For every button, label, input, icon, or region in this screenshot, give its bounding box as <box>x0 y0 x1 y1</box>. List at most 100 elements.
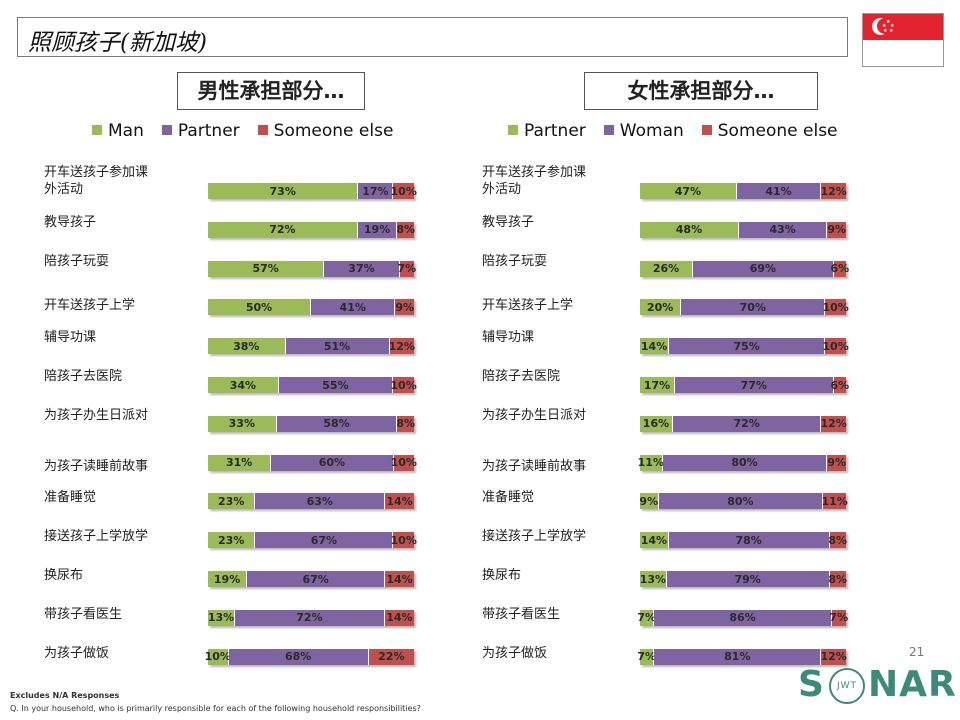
category-label-line: 开车送孩子上学 <box>482 298 574 314</box>
legend-item-woman: Woman <box>603 121 684 141</box>
legend-swatch <box>603 125 614 135</box>
bar-partner: 58% <box>276 415 398 432</box>
category-label-line: 为孩子办生日派对 <box>482 407 587 423</box>
data-label: 79% <box>734 572 761 586</box>
category-label-line: 外活动 <box>44 182 84 197</box>
category-label: 为孩子做饭 <box>44 645 109 662</box>
flag-crescent-cut <box>877 18 893 34</box>
data-label: 9% <box>827 223 847 237</box>
data-label: 47% <box>674 184 702 198</box>
chart-title-female: 女性承担部分… <box>584 72 818 110</box>
bar-someone-else: 12% <box>820 183 847 199</box>
data-label: 10% <box>390 456 417 470</box>
data-label: 20% <box>646 300 674 314</box>
bar-partner: 11% <box>638 454 664 471</box>
bar-partner: 67% <box>247 571 386 587</box>
data-label: 14% <box>386 572 413 586</box>
data-label: 48% <box>675 223 703 237</box>
data-label: 7% <box>397 262 417 276</box>
bar-someone-else: 10% <box>390 454 417 471</box>
category-label-line: 开车送孩子上学 <box>44 298 136 314</box>
data-label: 10% <box>390 533 417 547</box>
bar-row: 33% 58% 8% <box>208 415 415 432</box>
data-label: 70% <box>739 300 766 314</box>
bar-partner: 17% <box>358 183 394 199</box>
data-label: 13% <box>207 611 235 625</box>
bar-man: 23% <box>208 493 256 510</box>
bar-partner: 19% <box>357 221 398 238</box>
data-label: 26% <box>652 262 680 276</box>
category-label: 陪孩子去医院 <box>482 368 560 385</box>
bar-row: 19% 67% 14% <box>208 571 414 587</box>
bar-someone-else: 10% <box>391 183 417 199</box>
bar-someone-else: 8% <box>828 571 847 587</box>
bar-man: 72% <box>208 221 358 238</box>
title-box: 照顾孩子(新加坡) <box>17 17 848 57</box>
bar-woman: 72% <box>672 415 822 432</box>
category-label-line: 陪孩子去医院 <box>482 369 561 384</box>
bar-row: 47% 41% 12% <box>640 183 847 199</box>
bar-partner: 60% <box>271 454 394 471</box>
data-label: 6% <box>830 262 850 276</box>
bar-partner: 63% <box>255 493 386 510</box>
bar-row: 34% 55% 10% <box>208 377 417 393</box>
category-label: 开车送孩子上学 <box>44 297 135 314</box>
bar-man: 34% <box>208 377 279 393</box>
bar-someone-else: 10% <box>390 377 417 393</box>
logo-ring: JWT <box>829 668 865 704</box>
data-label: 11% <box>821 494 848 508</box>
category-label-line: 接送孩子上学放学 <box>44 529 149 545</box>
bar-man: 13% <box>207 609 236 626</box>
category-label-line: 为孩子办生日派对 <box>44 407 149 423</box>
category-label-line: 陪孩子去医院 <box>44 369 123 384</box>
bar-partner: 13% <box>640 571 667 587</box>
data-label: 50% <box>245 300 273 314</box>
bar-row: 20% 70% 10% <box>640 299 849 316</box>
bar-row: 9% 80% 11% <box>639 493 848 510</box>
category-label-line: 带孩子看医生 <box>482 606 561 622</box>
category-label: 开车送孩子参加课 外活动 <box>44 164 148 198</box>
data-label: 7% <box>637 650 657 664</box>
bar-someone-else: 6% <box>831 260 849 277</box>
bar-row: 26% 69% 6% <box>640 260 849 277</box>
data-label: 55% <box>322 378 349 392</box>
bar-partner: 51% <box>285 338 390 355</box>
bar-row: 23% 63% 14% <box>208 493 414 510</box>
bar-partner: 72% <box>235 609 385 626</box>
bar-someone-else: 7% <box>397 260 417 277</box>
data-label: 9% <box>827 456 847 470</box>
category-label: 为孩子办生日派对 <box>44 407 148 424</box>
bar-man: 57% <box>208 260 325 277</box>
legend-label: Someone else <box>273 121 394 141</box>
data-label: 8% <box>396 223 416 237</box>
data-label: 41% <box>765 184 792 198</box>
data-label: 80% <box>731 456 758 470</box>
bar-someone-else: 14% <box>385 493 414 510</box>
category-label: 辅导功课 <box>482 329 534 346</box>
category-label-line: 换尿布 <box>482 568 522 583</box>
legend-label: Partner <box>524 121 586 141</box>
legend-swatch <box>257 125 268 135</box>
logo-letters-nar: NAR <box>868 664 957 705</box>
bar-man: 19% <box>208 571 248 587</box>
legend-item-someone-else: Someone else <box>257 121 394 141</box>
bar-someone-else: 14% <box>385 571 414 587</box>
category-label: 教导孩子 <box>44 214 96 231</box>
bar-woman: 69% <box>693 260 834 277</box>
bar-someone-else: 12% <box>389 338 415 355</box>
data-label: 6% <box>830 378 850 392</box>
flag-white-band <box>863 40 943 66</box>
data-label: 14% <box>640 533 668 547</box>
category-label-line: 辅导功课 <box>44 330 97 346</box>
data-label: 22% <box>378 650 405 664</box>
category-label-line: 陪孩子玩耍 <box>482 253 548 269</box>
bar-woman: 41% <box>736 183 822 199</box>
bar-man: 10% <box>205 648 231 665</box>
page-number: 21 <box>909 645 925 659</box>
data-label: 8% <box>396 417 415 431</box>
category-label: 接送孩子上学放学 <box>482 528 586 545</box>
bar-someone-else: 9% <box>395 299 414 316</box>
bar-row: 14% 78% 8% <box>640 532 847 549</box>
bar-someone-else: 9% <box>827 454 847 471</box>
data-label: 41% <box>339 300 366 314</box>
